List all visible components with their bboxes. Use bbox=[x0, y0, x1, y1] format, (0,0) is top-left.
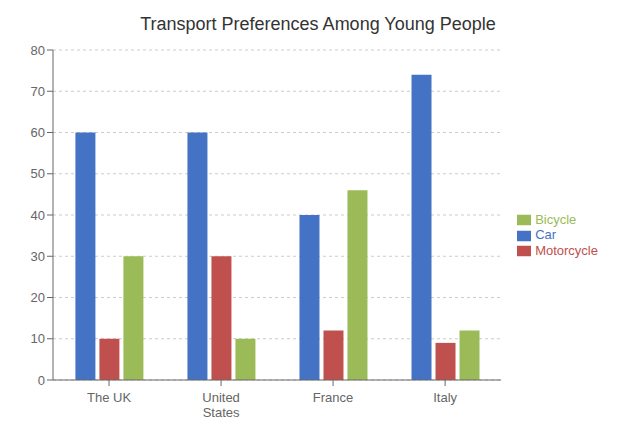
svg-text:40: 40 bbox=[31, 208, 45, 223]
svg-text:20: 20 bbox=[31, 290, 45, 305]
html-text:Motorcycle: Motorcycle bbox=[535, 242, 598, 258]
svg-text:70: 70 bbox=[31, 84, 45, 99]
html-text:Bicycle: Bicycle bbox=[535, 211, 577, 227]
html-text:Transport Preferences Among Yo: Transport Preferences Among Young People bbox=[140, 14, 496, 34]
svg-text:30: 30 bbox=[31, 249, 45, 264]
svg-text:10: 10 bbox=[31, 331, 45, 346]
svg-text:0: 0 bbox=[38, 373, 45, 388]
svg-text:50: 50 bbox=[31, 166, 45, 181]
html-text:Car: Car bbox=[535, 227, 557, 243]
svg-text:The UK: The UK bbox=[87, 390, 131, 405]
svg-text:60: 60 bbox=[31, 125, 45, 140]
svg-text:Italy: Italy bbox=[433, 390, 457, 405]
svg-text:UnitedStates: UnitedStates bbox=[202, 390, 240, 420]
svg-text:80: 80 bbox=[31, 43, 45, 58]
svg-text:France: France bbox=[313, 390, 353, 405]
